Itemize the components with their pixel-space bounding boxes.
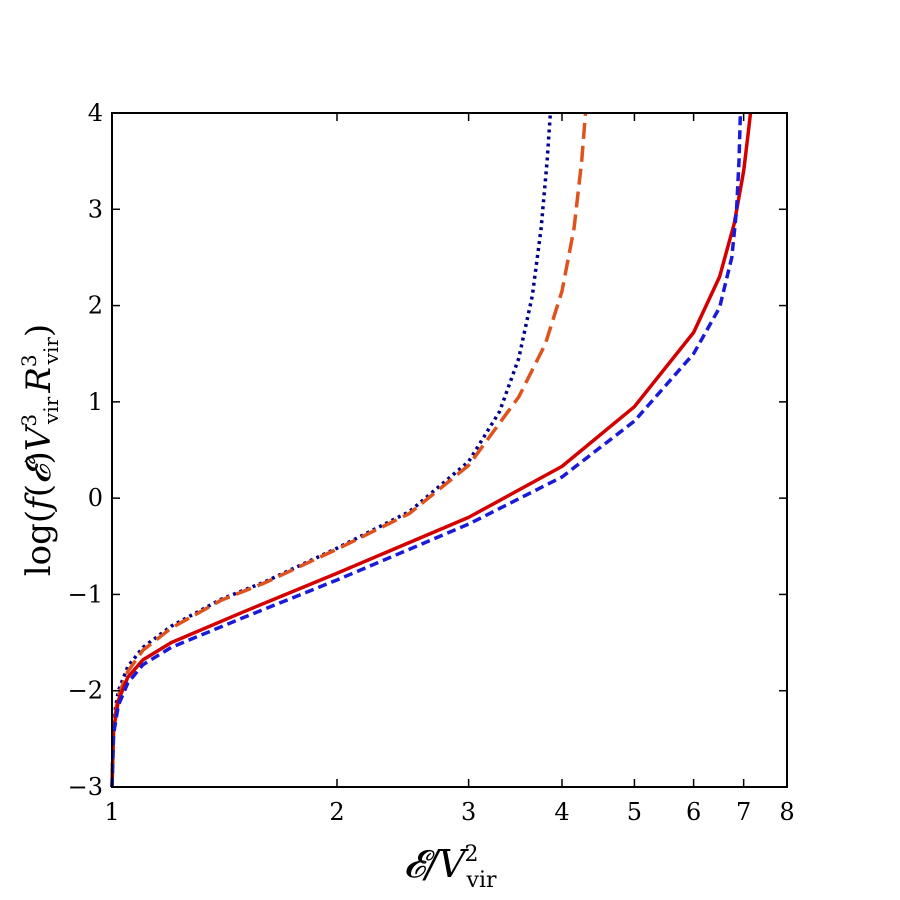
x-tick-label: 4 bbox=[554, 798, 569, 826]
y-tick-label: −3 bbox=[68, 773, 103, 801]
y-tick-label: −2 bbox=[68, 677, 103, 705]
ticks-layer: 1 2 3 4 5 6 7 8 −3 −2 −1 0 1 2 3 4 bbox=[68, 99, 795, 826]
y-tick-label: 3 bbox=[88, 195, 103, 223]
x-tick-label: 7 bbox=[736, 798, 751, 826]
series-line-3 bbox=[110, 112, 753, 788]
y-axis-label: log(f(𝓔)V3virR3vir) bbox=[17, 324, 63, 576]
x-axis-label: 𝓔/V2 vir bbox=[403, 842, 496, 893]
x-tick-label: 2 bbox=[329, 798, 344, 826]
x-tick-label: 6 bbox=[686, 798, 701, 826]
x-tick-label: 5 bbox=[627, 798, 642, 826]
y-tick-label: 1 bbox=[88, 388, 103, 416]
y-tick-label: 2 bbox=[88, 292, 103, 320]
series-line-2 bbox=[110, 112, 588, 788]
x-tick-label: 1 bbox=[104, 798, 119, 826]
x-tick-label: 3 bbox=[461, 798, 476, 826]
plot-frame bbox=[111, 112, 788, 788]
x-tick-label: 8 bbox=[779, 798, 794, 826]
series-layer bbox=[110, 112, 753, 788]
y-tick-label: −1 bbox=[68, 580, 103, 608]
y-tick-label: 4 bbox=[88, 99, 103, 127]
y-tick-label: 0 bbox=[88, 484, 103, 512]
series-line-4 bbox=[110, 112, 743, 788]
series-line-1 bbox=[110, 112, 553, 788]
